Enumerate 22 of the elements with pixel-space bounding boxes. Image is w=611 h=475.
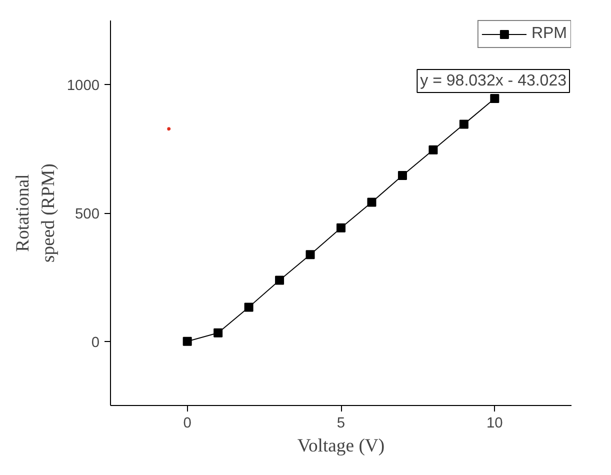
y-tick-label: 500 (75, 206, 100, 222)
point (459, 120, 468, 129)
point (275, 276, 284, 285)
x-tick-label: 0 (183, 416, 192, 432)
point (336, 223, 346, 232)
x-tick-label: 5 (336, 416, 346, 432)
point (398, 171, 407, 180)
point (306, 250, 315, 260)
point (167, 127, 171, 131)
y-tick-label: 1000 (66, 78, 100, 94)
point (244, 302, 254, 312)
point (367, 198, 376, 207)
x-tick-label: 10 (486, 416, 503, 432)
annotation: y = 98.032x - 43.023 (420, 72, 567, 90)
x-axis-title: Voltage (V) (297, 436, 385, 456)
point (214, 328, 223, 338)
y-axis-title: Rotational speed (RPM) (12, 164, 59, 262)
point (428, 145, 438, 154)
point (182, 336, 192, 346)
y-tick-label: 0 (91, 334, 100, 351)
point (490, 94, 500, 104)
legend-label: RPM (531, 25, 567, 43)
